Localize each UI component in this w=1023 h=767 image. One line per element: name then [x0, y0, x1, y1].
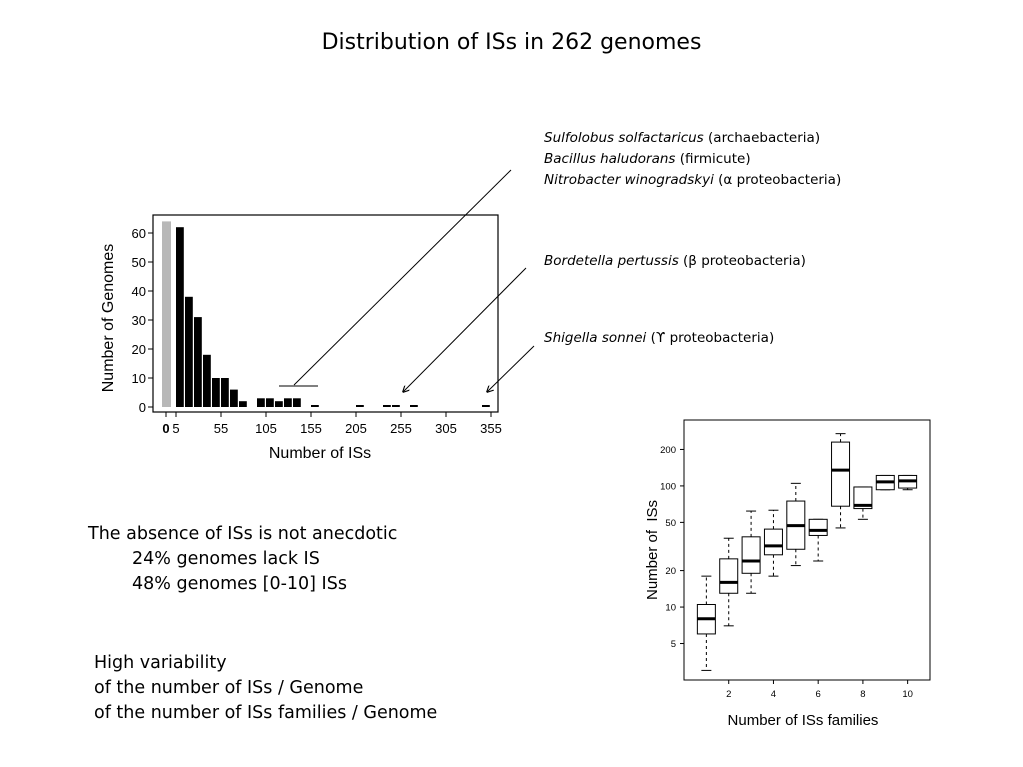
boxplot-y-ticks: 5 10 20 50 100 200 [660, 445, 684, 650]
text-block-absence: The absence of ISs is not anecdotic 24% … [88, 522, 397, 597]
text-line: High variability [94, 653, 227, 673]
histogram-bar [383, 405, 391, 407]
x-tick-label: 205 [345, 421, 367, 436]
species-group: (β proteobacteria) [678, 253, 806, 269]
text-block-variability: High variability of the number of ISs / … [94, 651, 437, 726]
histogram-bar [203, 354, 211, 407]
histogram-bar [410, 405, 418, 407]
y-tick-label: 50 [132, 255, 146, 270]
y-tick-label: 30 [132, 313, 146, 328]
x-tick-label: 55 [214, 421, 228, 436]
boxplot-y-axis-label: Number of ISs [644, 500, 661, 600]
annotation-line: Nitrobacter winogradskyi (α proteobacter… [544, 170, 841, 191]
annotation-line: Shigella sonnei (ϒ proteobacteria) [544, 328, 774, 349]
x-tick-label: 4 [771, 689, 776, 700]
species-group: (archaebacteria) [703, 130, 821, 146]
histogram-bar [284, 398, 292, 407]
y-tick-label: 20 [132, 342, 146, 357]
x-axis-ticks: 0 5 55 105 155 205 255 305 355 [162, 412, 502, 436]
y-tick-label: 100 [660, 481, 676, 492]
y-tick-label: 200 [660, 445, 676, 456]
histogram-bar [185, 296, 193, 407]
histogram-bar [266, 398, 274, 407]
box [808, 518, 828, 536]
y-axis-ticks: 0 10 20 30 40 50 60 [132, 226, 153, 415]
y-axis-label: Number of Genomes [100, 244, 117, 393]
histogram-bar [356, 405, 364, 407]
species-name: Bacillus haludorans [544, 151, 676, 167]
box [741, 536, 761, 574]
x-tick-label: 105 [255, 421, 277, 436]
annotation-group-3: Shigella sonnei (ϒ proteobacteria) [544, 328, 774, 349]
text-line: 24% genomes lack IS [132, 549, 320, 569]
histogram-bar [482, 405, 490, 407]
annotation-line: Bordetella pertussis (β proteobacteria) [544, 251, 806, 272]
boxplot-x-axis-label: Number of ISs families [728, 712, 879, 729]
plot-frame [152, 214, 499, 413]
histogram-bar [176, 227, 184, 407]
annotation-group-1: Sulfolobus solfactaricus (archaebacteria… [544, 128, 841, 191]
text-line: of the number of ISs / Genome [94, 678, 364, 698]
species-group: (firmicute) [675, 151, 751, 167]
box [853, 486, 873, 510]
histogram-bar [311, 405, 319, 407]
text-heading: The absence of ISs is not anecdotic [88, 524, 398, 544]
slide-title: Distribution of ISs in 262 genomes [321, 30, 702, 55]
histogram-bar [293, 398, 301, 407]
x-tick-label: 305 [435, 421, 457, 436]
species-name: Shigella sonnei [544, 330, 647, 346]
y-tick-label: 0 [139, 400, 146, 415]
species-name: Bordetella pertussis [544, 253, 679, 269]
text-line: of the number of ISs families / Genome [94, 703, 438, 723]
histogram-bars [162, 221, 490, 407]
histogram-bar [392, 405, 400, 407]
x-tick-label: 8 [860, 689, 865, 700]
histogram-bar [194, 317, 202, 407]
species-group: (ϒ proteobacteria) [646, 330, 775, 346]
boxplot-boxes [696, 433, 918, 671]
y-tick-label: 50 [665, 518, 676, 529]
y-tick-label: 20 [665, 566, 676, 577]
histogram-bar [257, 398, 265, 407]
y-tick-label: 10 [665, 603, 676, 614]
box [831, 441, 851, 507]
species-name: Sulfolobus solfactaricus [544, 130, 704, 146]
histogram-bar [239, 401, 247, 407]
x-axis-label: Number of ISs [269, 445, 371, 462]
annotation-line: Bacillus haludorans (firmicute) [544, 149, 841, 170]
species-name: Nitrobacter winogradskyi [544, 172, 714, 188]
histogram-bar [212, 378, 220, 407]
x-tick-label: 5 [172, 421, 179, 436]
annotation-line: Sulfolobus solfactaricus (archaebacteria… [544, 128, 841, 149]
x-tick-label: 6 [816, 689, 821, 700]
arrow-shigella [487, 345, 535, 392]
histogram-bar [275, 401, 283, 407]
zero-bar [162, 221, 171, 407]
y-tick-label: 40 [132, 284, 146, 299]
text-line: 48% genomes [0-10] ISs [132, 574, 347, 594]
annotation-group-2: Bordetella pertussis (β proteobacteria) [544, 251, 806, 272]
histogram-bar [221, 378, 229, 407]
x-tick-label: 2 [726, 689, 731, 700]
histogram-bar [230, 389, 238, 407]
x-tick-label: 0 [162, 421, 169, 436]
arrow-bordetella [403, 267, 527, 392]
boxplot-chart: 5 10 20 50 100 200 2 4 6 8 10 Number of ISs famil… [644, 419, 931, 729]
x-tick-label: 355 [480, 421, 502, 436]
y-tick-label: 5 [671, 639, 676, 650]
y-tick-label: 60 [132, 226, 146, 241]
y-tick-label: 10 [132, 371, 146, 386]
leader-line-1 [293, 169, 512, 386]
species-group: (α proteobacteria) [713, 172, 842, 188]
x-tick-label: 255 [390, 421, 412, 436]
boxplot-frame [683, 419, 931, 681]
x-tick-label: 10 [902, 689, 913, 700]
x-tick-label: 155 [300, 421, 322, 436]
boxplot-x-ticks: 2 4 6 8 10 [726, 680, 913, 700]
box [719, 558, 739, 594]
box [763, 528, 783, 556]
